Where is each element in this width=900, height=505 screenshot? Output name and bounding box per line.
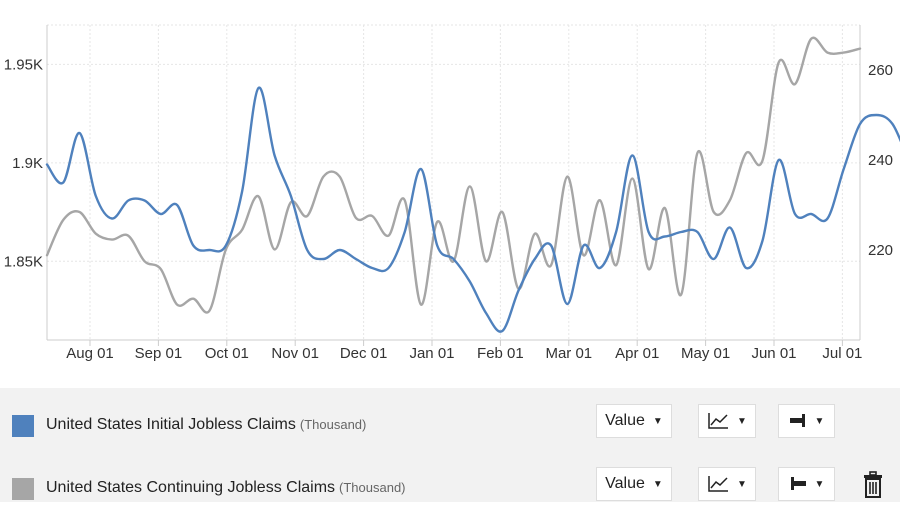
series-color-swatch[interactable]	[12, 478, 34, 500]
right-y-tick-label: 240	[868, 152, 893, 169]
x-tick-label: Dec 01	[340, 345, 388, 362]
axis-left-icon	[790, 477, 806, 490]
chart-type-dropdown[interactable]: ▼	[698, 467, 756, 501]
x-tick-label: Jun 01	[751, 345, 796, 362]
series-label: United States Initial Jobless Claims (Tho…	[46, 416, 366, 434]
x-tick-label: Sep 01	[135, 345, 183, 362]
value-dropdown-label: Value	[605, 475, 645, 492]
x-tick-label: Jul 01	[822, 345, 862, 362]
left-y-tick-label: 1.9K	[12, 155, 43, 172]
legend-panel: United States Initial Jobless Claims (Tho…	[0, 388, 900, 502]
value-dropdown-label: Value	[605, 412, 645, 429]
chart-type-dropdown[interactable]: ▼	[698, 404, 756, 438]
legend-row-continuing-claims: United States Continuing Jobless Claims(…	[0, 465, 900, 505]
series-line-continuing-claims	[45, 36, 862, 314]
x-tick-label: Jan 01	[409, 345, 454, 362]
x-tick-label: Nov 01	[271, 345, 319, 362]
x-tick-label: Oct 01	[205, 345, 249, 362]
x-tick-label: May 01	[681, 345, 730, 362]
series-line-initial-claims	[45, 86, 900, 333]
left-y-tick-label: 1.95K	[4, 56, 43, 73]
left-y-tick-label: 1.85K	[4, 253, 43, 270]
line-chart-icon	[708, 413, 729, 429]
chart-svg: Aug 01 Sep 01 Oct 01 Nov 01 Dec 01 Jan 01 Feb …	[4, 24, 900, 362]
x-tick-label: Apr 01	[615, 345, 659, 362]
chevron-down-icon: ▼	[652, 478, 663, 490]
x-tick-label: Feb 01	[477, 345, 524, 362]
chevron-down-icon: ▼	[652, 415, 663, 427]
value-dropdown[interactable]: Value ▼	[596, 404, 672, 438]
right-y-tick-label: 220	[868, 242, 893, 259]
chevron-down-icon: ▼	[737, 478, 747, 490]
x-tick-label: Aug 01	[66, 345, 114, 362]
series-unit: (Thousand)	[339, 480, 406, 495]
series-label: United States Continuing Jobless Claims(…	[46, 479, 406, 497]
x-tick-label: Mar 01	[545, 345, 592, 362]
trash-icon[interactable]	[862, 471, 884, 499]
right-y-tick-label: 260	[868, 62, 893, 79]
value-dropdown[interactable]: Value ▼	[596, 467, 672, 501]
axis-right-icon	[789, 414, 805, 427]
chevron-down-icon: ▼	[814, 478, 825, 490]
chevron-down-icon: ▼	[814, 415, 825, 427]
axis-dropdown[interactable]: ▼	[778, 404, 835, 438]
chart-area: Aug 01 Sep 01 Oct 01 Nov 01 Dec 01 Jan 01 Feb …	[3, 24, 900, 362]
series-color-swatch[interactable]	[12, 415, 34, 437]
line-chart-icon	[708, 476, 729, 492]
series-name: United States Continuing Jobless Claims	[46, 479, 336, 496]
legend-row-initial-claims: United States Initial Jobless Claims (Tho…	[0, 402, 900, 442]
series-name: United States Initial Jobless Claims	[46, 416, 296, 433]
series-unit: (Thousand)	[299, 417, 367, 432]
chevron-down-icon: ▼	[737, 415, 747, 427]
axis-dropdown[interactable]: ▼	[778, 467, 835, 501]
